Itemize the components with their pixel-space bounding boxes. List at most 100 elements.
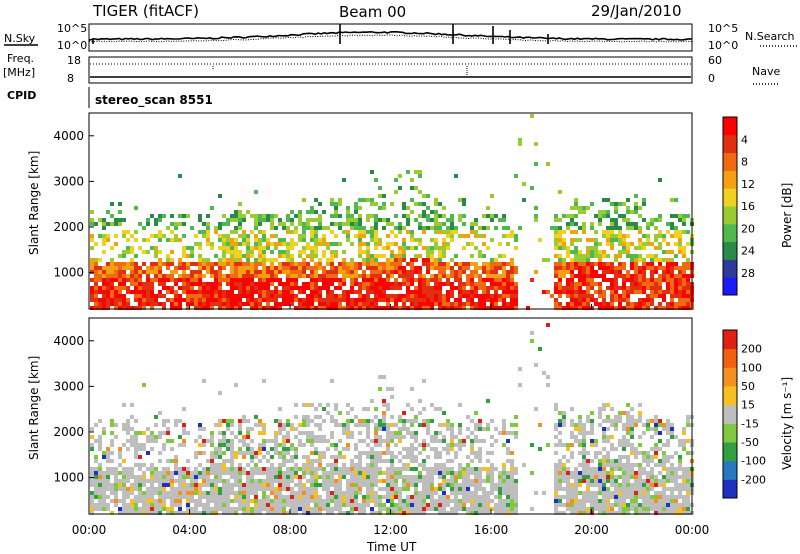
heatmap-cell: [582, 439, 586, 443]
heatmap-cell: [202, 294, 206, 298]
heatmap-cell: [390, 499, 394, 503]
heatmap-cell: [90, 511, 94, 515]
heatmap-cell: [506, 242, 510, 246]
heatmap-cell: [578, 210, 582, 214]
heatmap-cell: [574, 230, 578, 234]
heatmap-cell: [602, 270, 606, 274]
heatmap-cell: [258, 270, 262, 274]
heatmap-cell: [250, 294, 254, 298]
heatmap-cell: [166, 459, 170, 463]
heatmap-cell: [98, 475, 102, 479]
heatmap-cell: [322, 487, 326, 491]
heatmap-cell: [222, 483, 226, 487]
heatmap-cell: [654, 431, 658, 435]
heatmap-cell: [298, 254, 302, 258]
heatmap-cell: [482, 286, 486, 290]
heatmap-cell: [182, 234, 186, 238]
heatmap-cell: [230, 262, 234, 266]
heatmap-cell: [370, 254, 374, 258]
heatmap-cell: [582, 447, 586, 451]
heatmap-cell: [126, 306, 130, 310]
heatmap-cell: [402, 266, 406, 270]
heatmap-cell: [106, 262, 110, 266]
heatmap-cell: [570, 278, 574, 282]
heatmap-cell: [646, 455, 650, 459]
heatmap-cell: [114, 471, 118, 475]
heatmap-cell: [214, 262, 218, 266]
heatmap-cell: [614, 226, 618, 230]
heatmap-cell: [650, 483, 654, 487]
heatmap-cell: [654, 511, 658, 515]
heatmap-cell: [170, 447, 174, 451]
heatmap-cell: [326, 242, 330, 246]
heatmap-cell: [94, 258, 98, 262]
heatmap-cell: [430, 483, 434, 487]
heatmap-cell: [238, 419, 242, 423]
heatmap-cell: [278, 238, 282, 242]
heatmap-cell: [118, 254, 122, 258]
heatmap-cell: [306, 246, 310, 250]
heatmap-cell: [390, 258, 394, 262]
heatmap-cell: [654, 278, 658, 282]
heatmap-cell: [590, 423, 594, 427]
heatmap-cell: [330, 298, 334, 302]
heatmap-cell: [346, 499, 350, 503]
heatmap-cell: [502, 214, 506, 218]
heatmap-cell: [262, 439, 266, 443]
heatmap-cell: [302, 475, 306, 479]
heatmap-cell: [410, 447, 414, 451]
heatmap-cell: [498, 254, 502, 258]
heatmap-cell: [298, 302, 302, 306]
heatmap-cell: [658, 419, 662, 423]
heatmap-cell: [158, 218, 162, 222]
heatmap-cell: [174, 511, 178, 515]
heatmap-cell: [638, 511, 642, 515]
heatmap-cell: [602, 479, 606, 483]
heatmap-cell: [334, 286, 338, 290]
heatmap-cell: [290, 294, 294, 298]
heatmap-cell: [206, 302, 210, 306]
heatmap-cell: [682, 266, 686, 270]
heatmap-cell: [438, 483, 442, 487]
heatmap-cell: [246, 258, 250, 262]
heatmap-cell: [606, 226, 610, 230]
heatmap-cell: [278, 302, 282, 306]
heatmap-cell: [278, 483, 282, 487]
heatmap-cell: [258, 447, 262, 451]
heatmap-cell: [358, 507, 362, 511]
heatmap-cell: [362, 306, 366, 310]
heatmap-cell: [386, 435, 390, 439]
heatmap-cell: [454, 270, 458, 274]
heatmap-cell: [346, 503, 350, 507]
heatmap-cell: [510, 479, 514, 483]
heatmap-cell: [622, 298, 626, 302]
heatmap-cell: [450, 435, 454, 439]
heatmap-cell: [402, 298, 406, 302]
heatmap-cell: [134, 254, 138, 258]
heatmap-cell: [394, 479, 398, 483]
heatmap-cell: [330, 379, 334, 383]
heatmap-cell: [478, 254, 482, 258]
heatmap-cell: [614, 487, 618, 491]
heatmap-cell: [442, 463, 446, 467]
heatmap-cell: [102, 250, 106, 254]
heatmap-cell: [330, 483, 334, 487]
heatmap-cell: [414, 298, 418, 302]
heatmap-cell: [578, 499, 582, 503]
heatmap-cell: [630, 483, 634, 487]
heatmap-cell: [634, 483, 638, 487]
heatmap-cell: [646, 278, 650, 282]
heatmap-cell: [342, 230, 346, 234]
heatmap-cell: [158, 451, 162, 455]
heatmap-cell: [682, 270, 686, 274]
heatmap-cell: [178, 419, 182, 423]
heatmap-cell: [466, 499, 470, 503]
heatmap-cell: [570, 471, 574, 475]
heatmap-cell: [398, 294, 402, 298]
heatmap-cell: [162, 471, 166, 475]
heatmap-cell: [378, 282, 382, 286]
heatmap-cell: [210, 463, 214, 467]
heatmap-cell: [134, 447, 138, 451]
heatmap-cell: [646, 459, 650, 463]
heatmap-cell: [370, 298, 374, 302]
